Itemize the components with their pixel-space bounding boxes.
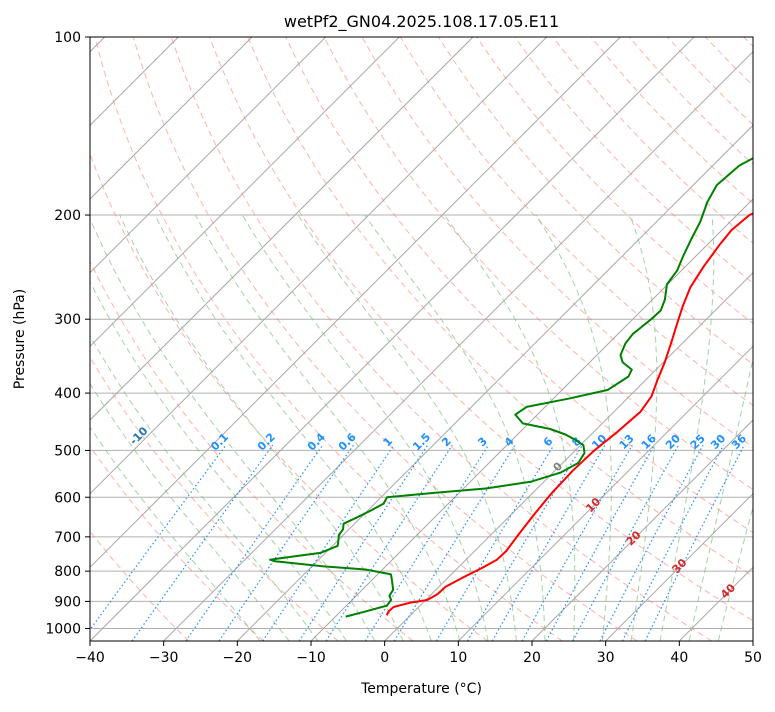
- y-tick-label: 900: [54, 594, 81, 610]
- y-tick-label: 600: [54, 490, 81, 506]
- x-tick-label: −40: [75, 650, 105, 666]
- x-tick-label: 10: [449, 650, 467, 666]
- y-tick-label: 500: [54, 443, 81, 459]
- x-axis-label: Temperature (°C): [360, 681, 482, 697]
- y-tick-label: 200: [54, 208, 81, 224]
- x-tick-label: 0: [380, 650, 389, 666]
- chart-title: wetPf2_GN04.2025.108.17.05.E11: [284, 12, 559, 32]
- x-tick-label: 30: [597, 650, 615, 666]
- y-tick-label: 1000: [45, 621, 81, 637]
- x-tick-label: −20: [223, 650, 253, 666]
- x-tick-label: −30: [149, 650, 179, 666]
- x-tick-label: 40: [670, 650, 688, 666]
- y-tick-label: 100: [54, 30, 81, 46]
- y-axis-label: Pressure (hPa): [12, 289, 28, 389]
- y-tick-label: 800: [54, 564, 81, 580]
- y-tick-label: 300: [54, 312, 81, 328]
- y-tick-label: 700: [54, 530, 81, 546]
- y-tick-label: 400: [54, 386, 81, 402]
- x-tick-label: −10: [296, 650, 326, 666]
- x-tick-label: 50: [744, 650, 762, 666]
- x-tick-label: 20: [523, 650, 541, 666]
